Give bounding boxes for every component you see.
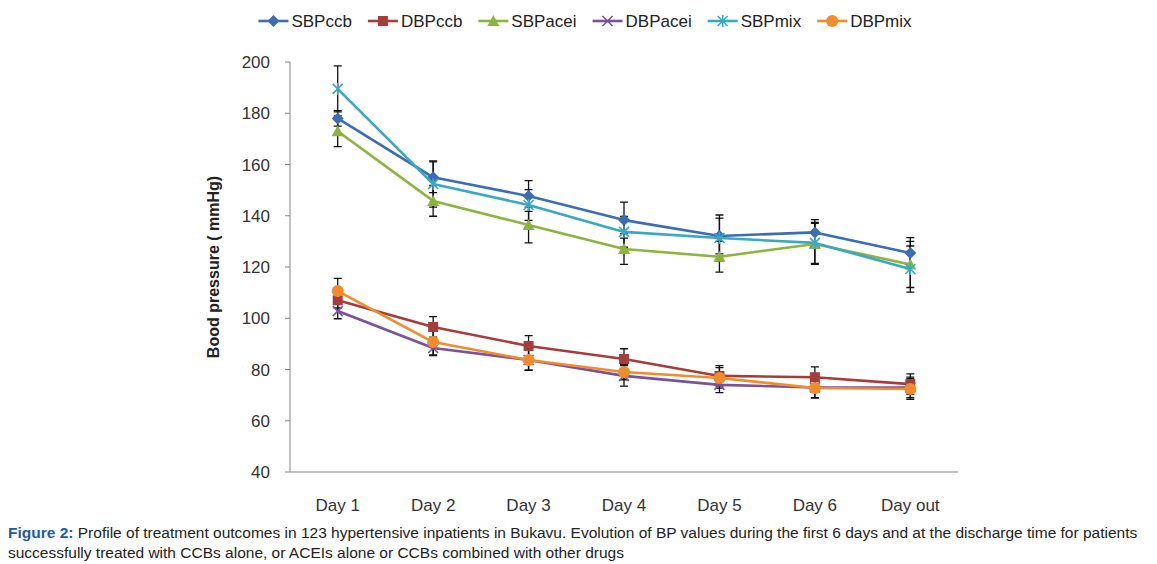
marker [618, 366, 630, 378]
error-bars [334, 293, 915, 395]
legend-marker [718, 15, 728, 27]
legend-marker [267, 15, 279, 27]
y-tick [285, 267, 290, 268]
y-tick-label: 40 [251, 463, 270, 482]
marker [427, 195, 439, 206]
error-bars [334, 116, 915, 288]
legend-item: SBPmix [708, 12, 802, 31]
series [333, 306, 916, 392]
y-tick-label: 100 [242, 309, 270, 328]
y-tick [285, 472, 290, 473]
marker [713, 372, 725, 384]
y-tick [285, 215, 290, 216]
marker [333, 306, 343, 316]
caption-label: Figure 2: [8, 524, 73, 541]
marker [524, 199, 534, 211]
marker [619, 226, 629, 238]
x-tick-label: Day 4 [602, 496, 646, 515]
legend-label: DBPacei [626, 12, 692, 31]
x-tick-label: Day 1 [316, 496, 360, 515]
y-tick-label: 60 [251, 412, 270, 431]
legend-label: SBPccb [291, 12, 351, 31]
x-tick-label: Day 6 [793, 496, 837, 515]
marker [810, 372, 820, 382]
marker [809, 382, 821, 394]
series [332, 285, 917, 395]
marker [904, 247, 916, 259]
legend-item: SBPccb [258, 12, 351, 31]
marker [332, 285, 344, 297]
caption: Figure 2: Profile of treatment outcomes … [8, 523, 1154, 563]
y-tick-label: 80 [251, 361, 270, 380]
y-tick-label: 140 [242, 207, 270, 226]
caption-text: Profile of treatment outcomes in 123 hyp… [8, 524, 1137, 561]
x-tick-label: Day 2 [411, 496, 455, 515]
marker [810, 237, 820, 249]
marker [904, 383, 916, 395]
marker [619, 354, 629, 364]
marker [809, 226, 821, 238]
legend-item: DBPacei [593, 12, 692, 31]
error-bars [334, 111, 915, 269]
series [333, 295, 916, 389]
legend-label: DBPmix [850, 12, 912, 31]
legend-marker [378, 16, 388, 26]
series-line [338, 89, 911, 269]
series-line [338, 118, 911, 253]
y-tick [285, 369, 290, 370]
y-tick-label: 120 [242, 258, 270, 277]
legend-label: SBPacei [511, 12, 576, 31]
legend-item: DBPccb [368, 12, 462, 31]
y-tick-label: 160 [242, 156, 270, 175]
marker [428, 178, 438, 190]
marker [428, 322, 438, 332]
y-tick [285, 318, 290, 319]
error-bars [334, 278, 915, 399]
marker [332, 125, 344, 136]
legend: SBPccb DBPccb SBPacei DBPacei SBPmix DBPmix [258, 12, 912, 31]
x-tick-label: Day 5 [697, 496, 741, 515]
legend-item: SBPacei [478, 12, 576, 31]
series-line [338, 311, 911, 387]
y-tick [285, 113, 290, 114]
error-bars [334, 303, 915, 397]
y-axis-label: Bood pressure ( mmHg) [205, 176, 222, 358]
legend-marker [487, 15, 499, 26]
y-tick [285, 164, 290, 165]
legend-label: SBPmix [741, 12, 802, 31]
legend-item: DBPmix [817, 12, 912, 31]
chart: 40 60 80 100 120 140 160 180 200 Day 1 Day 2 Day 3 D… [0, 0, 1157, 520]
plot-area [332, 66, 917, 399]
marker [427, 336, 439, 348]
marker [523, 219, 535, 230]
series-line [338, 291, 911, 389]
marker [524, 341, 534, 351]
marker [618, 214, 630, 226]
marker [332, 112, 344, 124]
y-tick [285, 62, 290, 63]
legend-label: DBPccb [401, 12, 462, 31]
legend-marker [826, 15, 838, 27]
marker [523, 354, 535, 366]
x-axis [290, 472, 958, 473]
series [333, 83, 916, 275]
marker [618, 243, 630, 254]
y-tick [285, 420, 290, 421]
marker [524, 355, 534, 365]
series-line [338, 300, 911, 384]
marker [714, 232, 724, 244]
error-bars [334, 66, 915, 292]
y-tick-label: 180 [242, 104, 270, 123]
marker [333, 83, 343, 95]
series [332, 112, 917, 259]
x-tick-label: Day out [881, 496, 940, 515]
marker [905, 263, 915, 275]
x-tick-label: Day 3 [506, 496, 550, 515]
marker [713, 251, 725, 262]
legend-marker [603, 16, 613, 26]
y-tick-label: 200 [242, 53, 270, 72]
error-bar [334, 66, 342, 112]
